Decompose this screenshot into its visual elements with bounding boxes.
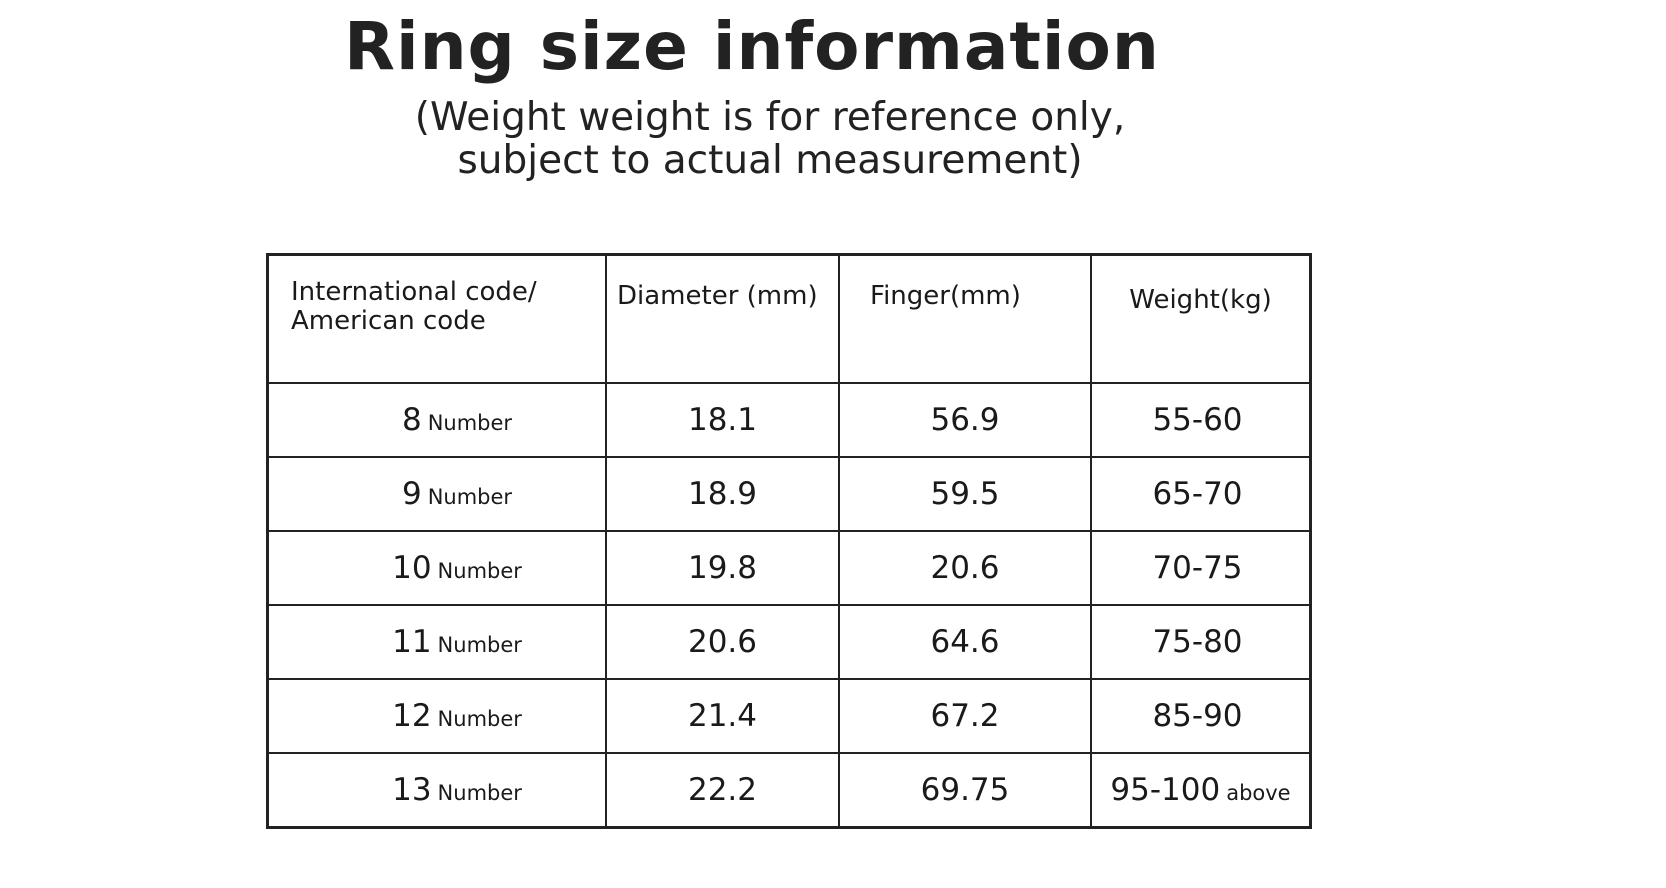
code-unit: Number	[427, 485, 513, 509]
cell-code: 11 Number	[266, 604, 607, 680]
cell-weight: 85-90	[1090, 678, 1312, 754]
header-diameter: Diameter (mm)	[605, 253, 840, 384]
code-unit: Number	[437, 707, 522, 731]
cell-finger: 56.9	[838, 382, 1092, 458]
code-number: 11	[392, 624, 432, 660]
code-unit: Number	[427, 411, 513, 435]
ring-size-table: International code/American code Diamete…	[266, 253, 1312, 829]
code-unit: Number	[437, 781, 522, 805]
code-unit: Number	[437, 559, 522, 583]
code-number: 8	[401, 402, 422, 438]
cell-weight: 65-70	[1090, 456, 1312, 532]
weight-range: 65-70	[1152, 476, 1243, 512]
cell-weight: 95-100 above	[1090, 752, 1312, 829]
weight-range: 70-75	[1152, 550, 1243, 586]
table-header-row: International code/American code Diamete…	[266, 253, 1312, 384]
table-row: 10 Number 19.8 20.6 70-75	[266, 530, 1312, 606]
table-row: 8 Number 18.1 56.9 55-60	[266, 382, 1312, 458]
weight-range: 55-60	[1152, 402, 1243, 438]
cell-finger: 69.75	[838, 752, 1092, 829]
cell-diameter: 22.2	[605, 752, 840, 829]
code-unit: Number	[437, 633, 522, 657]
weight-range: 85-90	[1152, 698, 1243, 734]
header-weight: Weight(kg)	[1090, 253, 1312, 384]
table-row: 9 Number 18.9 59.5 65-70	[266, 456, 1312, 532]
weight-range: 95-100	[1110, 772, 1221, 808]
cell-code: 12 Number	[266, 678, 607, 754]
cell-weight: 55-60	[1090, 382, 1312, 458]
page-title: Ring size information	[344, 8, 1160, 85]
cell-weight: 70-75	[1090, 530, 1312, 606]
cell-diameter: 21.4	[605, 678, 840, 754]
header-code: International code/American code	[266, 253, 607, 384]
cell-code: 13 Number	[266, 752, 607, 829]
cell-finger: 20.6	[838, 530, 1092, 606]
cell-code: 10 Number	[266, 530, 607, 606]
cell-code: 8 Number	[266, 382, 607, 458]
cell-diameter: 19.8	[605, 530, 840, 606]
weight-range: 75-80	[1152, 624, 1243, 660]
code-number: 13	[392, 772, 432, 808]
table-row: 12 Number 21.4 67.2 85-90	[266, 678, 1312, 754]
table-row: 11 Number 20.6 64.6 75-80	[266, 604, 1312, 680]
cell-finger: 59.5	[838, 456, 1092, 532]
cell-finger: 67.2	[838, 678, 1092, 754]
cell-weight: 75-80	[1090, 604, 1312, 680]
cell-diameter: 20.6	[605, 604, 840, 680]
header-code-line-1: International code/	[291, 277, 537, 307]
subtitle-line-2: subject to actual measurement)	[457, 138, 1083, 183]
header-code-line-2: American code	[291, 306, 486, 336]
code-number: 10	[392, 550, 432, 586]
cell-diameter: 18.1	[605, 382, 840, 458]
weight-suffix: above	[1226, 781, 1291, 805]
table-row: 13 Number 22.2 69.75 95-100 above	[266, 752, 1312, 829]
cell-code: 9 Number	[266, 456, 607, 532]
subtitle-line-1: (Weight weight is for reference only,	[414, 95, 1126, 140]
code-number: 12	[392, 698, 432, 734]
cell-finger: 64.6	[838, 604, 1092, 680]
code-number: 9	[401, 476, 422, 512]
header-finger: Finger(mm)	[838, 253, 1092, 384]
cell-diameter: 18.9	[605, 456, 840, 532]
